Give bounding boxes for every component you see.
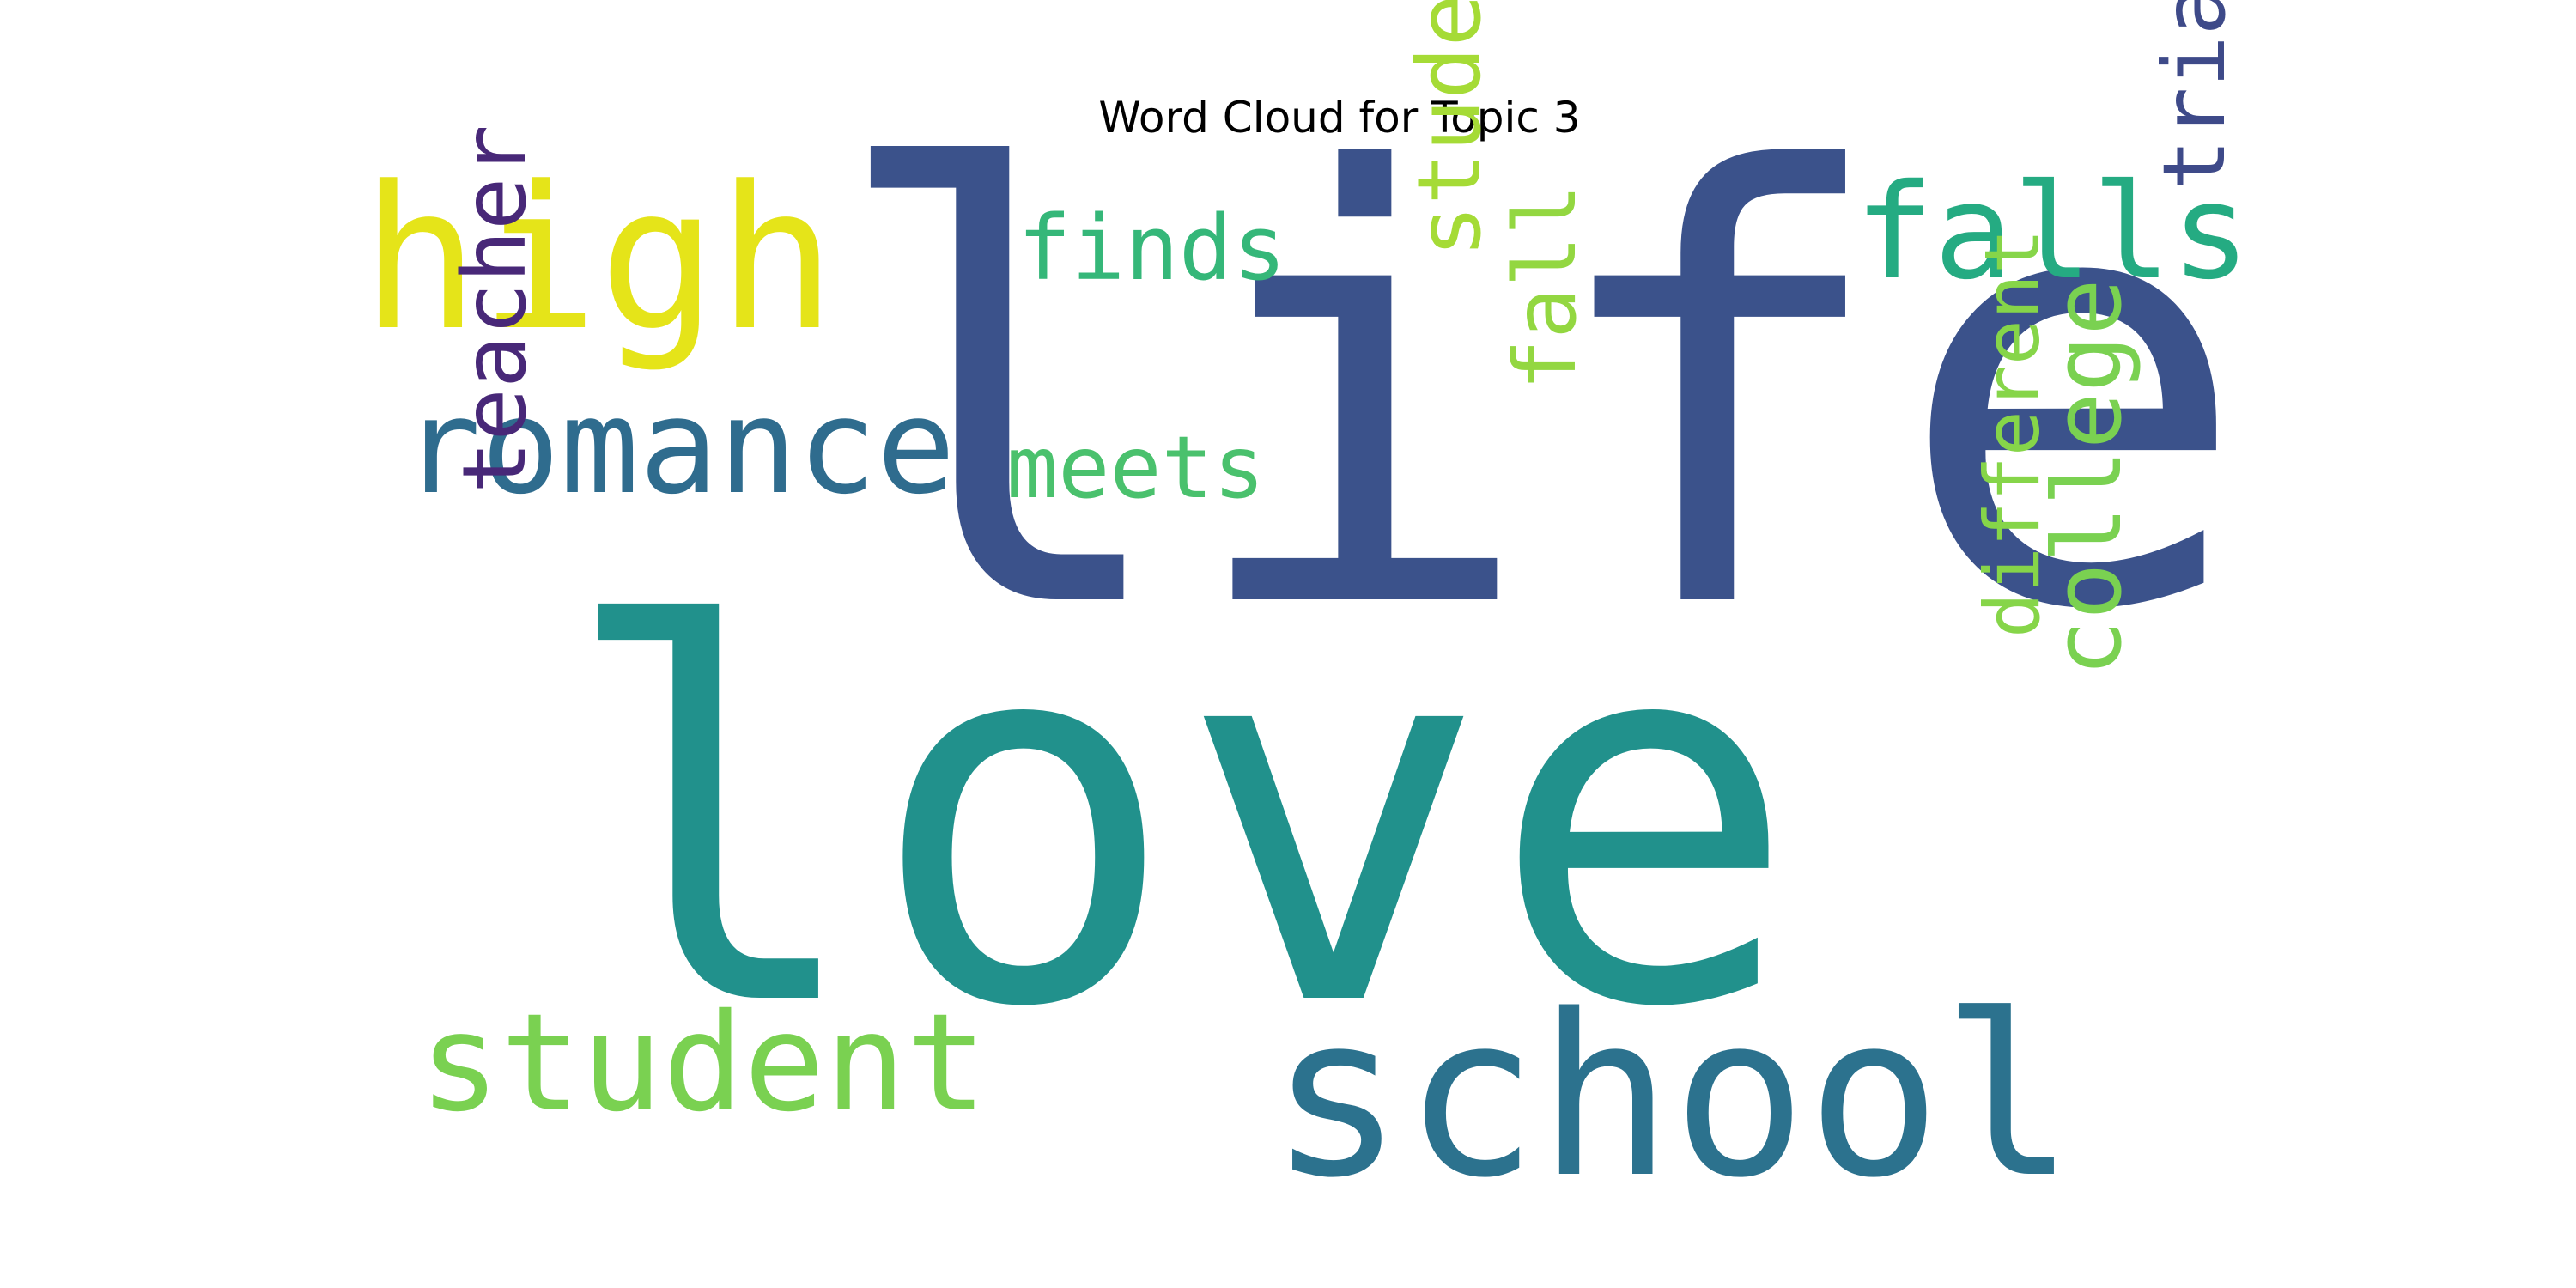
word-falls: falls <box>1855 156 2251 309</box>
word-love: love <box>558 519 1799 1120</box>
word-student: student <box>419 985 987 1142</box>
word-fall: fall <box>1495 184 1595 391</box>
word-school: school <box>1269 968 2076 1227</box>
word-finds: finds <box>1018 196 1287 301</box>
word-different: different <box>1968 228 2057 638</box>
chart-title: Word Cloud for Topic 3 <box>1098 93 1581 143</box>
word-high: high <box>361 145 836 374</box>
word-teacher: teacher <box>444 125 546 494</box>
word-students: students <box>1399 0 1501 258</box>
word-meets: meets <box>1006 417 1266 518</box>
word-romance: romance <box>402 371 956 524</box>
word-triangle: triangle <box>2144 0 2245 191</box>
word-life: life <box>824 50 2251 739</box>
